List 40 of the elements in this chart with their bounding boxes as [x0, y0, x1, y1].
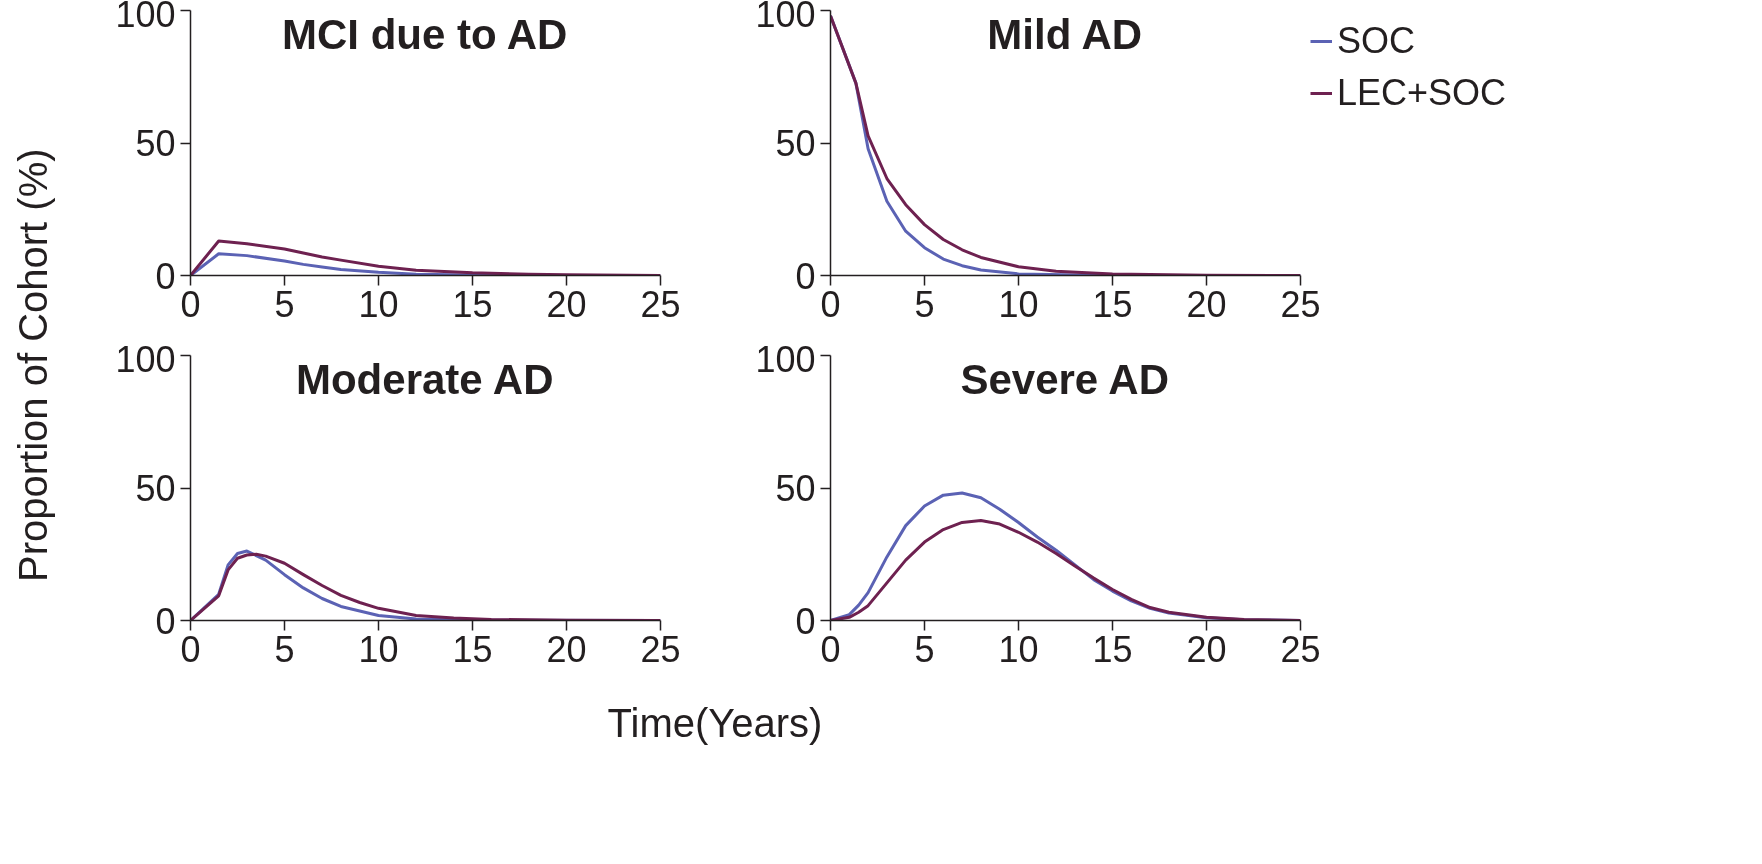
chart-title: Mild AD	[987, 10, 1143, 58]
y-tick-label: 100	[115, 0, 176, 35]
x-tick-label: 10	[358, 283, 399, 325]
y-tick-label: 50	[775, 123, 816, 164]
x-tick-label: 10	[998, 283, 1039, 325]
y-tick-label: 0	[155, 255, 176, 297]
x-tick-label: 15	[1092, 283, 1133, 325]
x-tick-label: 10	[998, 628, 1039, 670]
x-tick-label: 5	[914, 628, 935, 670]
x-tick-label: 15	[452, 628, 493, 670]
x-tick-label: 15	[452, 283, 493, 325]
y-tick-label: 50	[135, 468, 176, 509]
y-tick-label: 0	[795, 255, 816, 297]
x-tick-label: 25	[640, 283, 681, 325]
x-tick-label: 20	[546, 628, 587, 670]
x-tick-label: 10	[358, 628, 399, 670]
y-tick-label: 100	[755, 338, 816, 380]
chart-title: MCI due to AD	[282, 10, 568, 58]
x-tick-label: 25	[1280, 628, 1321, 670]
legend-label: SOC	[1337, 20, 1416, 62]
x-tick-label: 25	[640, 628, 681, 670]
y-tick-label: 0	[155, 600, 176, 642]
x-tick-label: 20	[546, 283, 587, 325]
y-tick-label: 100	[755, 0, 816, 35]
x-tick-label: 25	[1280, 283, 1321, 325]
x-tick-label: 20	[1186, 628, 1227, 670]
y-tick-label: 0	[795, 600, 816, 642]
x-axis-title: Time(Years)	[607, 700, 823, 747]
x-tick-label: 5	[274, 628, 295, 670]
chart-title: Severe AD	[960, 355, 1170, 403]
y-tick-label: 50	[135, 123, 176, 164]
y-axis-title: Proportion of Cohort (%)	[10, 148, 56, 582]
chart-title: Moderate AD	[295, 355, 554, 403]
x-tick-label: 15	[1092, 628, 1133, 670]
y-tick-label: 50	[775, 468, 816, 509]
x-tick-label: 5	[274, 283, 295, 325]
x-tick-label: 5	[914, 283, 935, 325]
x-tick-label: 20	[1186, 283, 1227, 325]
legend-label: LEC+SOC	[1337, 72, 1507, 114]
y-tick-label: 100	[115, 338, 176, 380]
